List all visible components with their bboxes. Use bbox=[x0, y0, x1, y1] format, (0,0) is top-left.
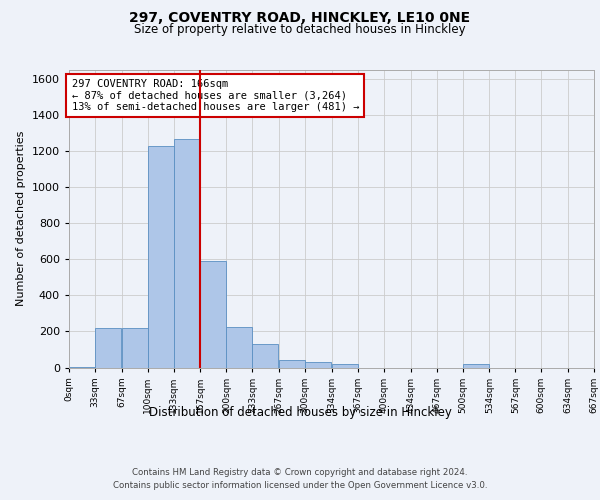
Bar bbox=[148, 146, 173, 368]
Bar bbox=[69, 366, 95, 368]
Y-axis label: Number of detached properties: Number of detached properties bbox=[16, 131, 26, 306]
Bar bbox=[173, 138, 200, 368]
Text: Size of property relative to detached houses in Hinckley: Size of property relative to detached ho… bbox=[134, 22, 466, 36]
Bar bbox=[226, 327, 253, 368]
Bar bbox=[279, 360, 305, 368]
Text: 297, COVENTRY ROAD, HINCKLEY, LE10 0NE: 297, COVENTRY ROAD, HINCKLEY, LE10 0NE bbox=[130, 11, 470, 25]
Bar bbox=[305, 362, 331, 368]
Bar bbox=[95, 328, 121, 368]
Bar bbox=[332, 364, 358, 368]
Bar bbox=[253, 344, 278, 368]
Text: Contains public sector information licensed under the Open Government Licence v3: Contains public sector information licen… bbox=[113, 482, 487, 490]
Text: 297 COVENTRY ROAD: 166sqm
← 87% of detached houses are smaller (3,264)
13% of se: 297 COVENTRY ROAD: 166sqm ← 87% of detac… bbox=[71, 79, 359, 112]
Bar bbox=[200, 261, 226, 368]
Text: Contains HM Land Registry data © Crown copyright and database right 2024.: Contains HM Land Registry data © Crown c… bbox=[132, 468, 468, 477]
Bar bbox=[122, 328, 148, 368]
Text: Distribution of detached houses by size in Hinckley: Distribution of detached houses by size … bbox=[149, 406, 451, 419]
Bar bbox=[463, 364, 488, 368]
